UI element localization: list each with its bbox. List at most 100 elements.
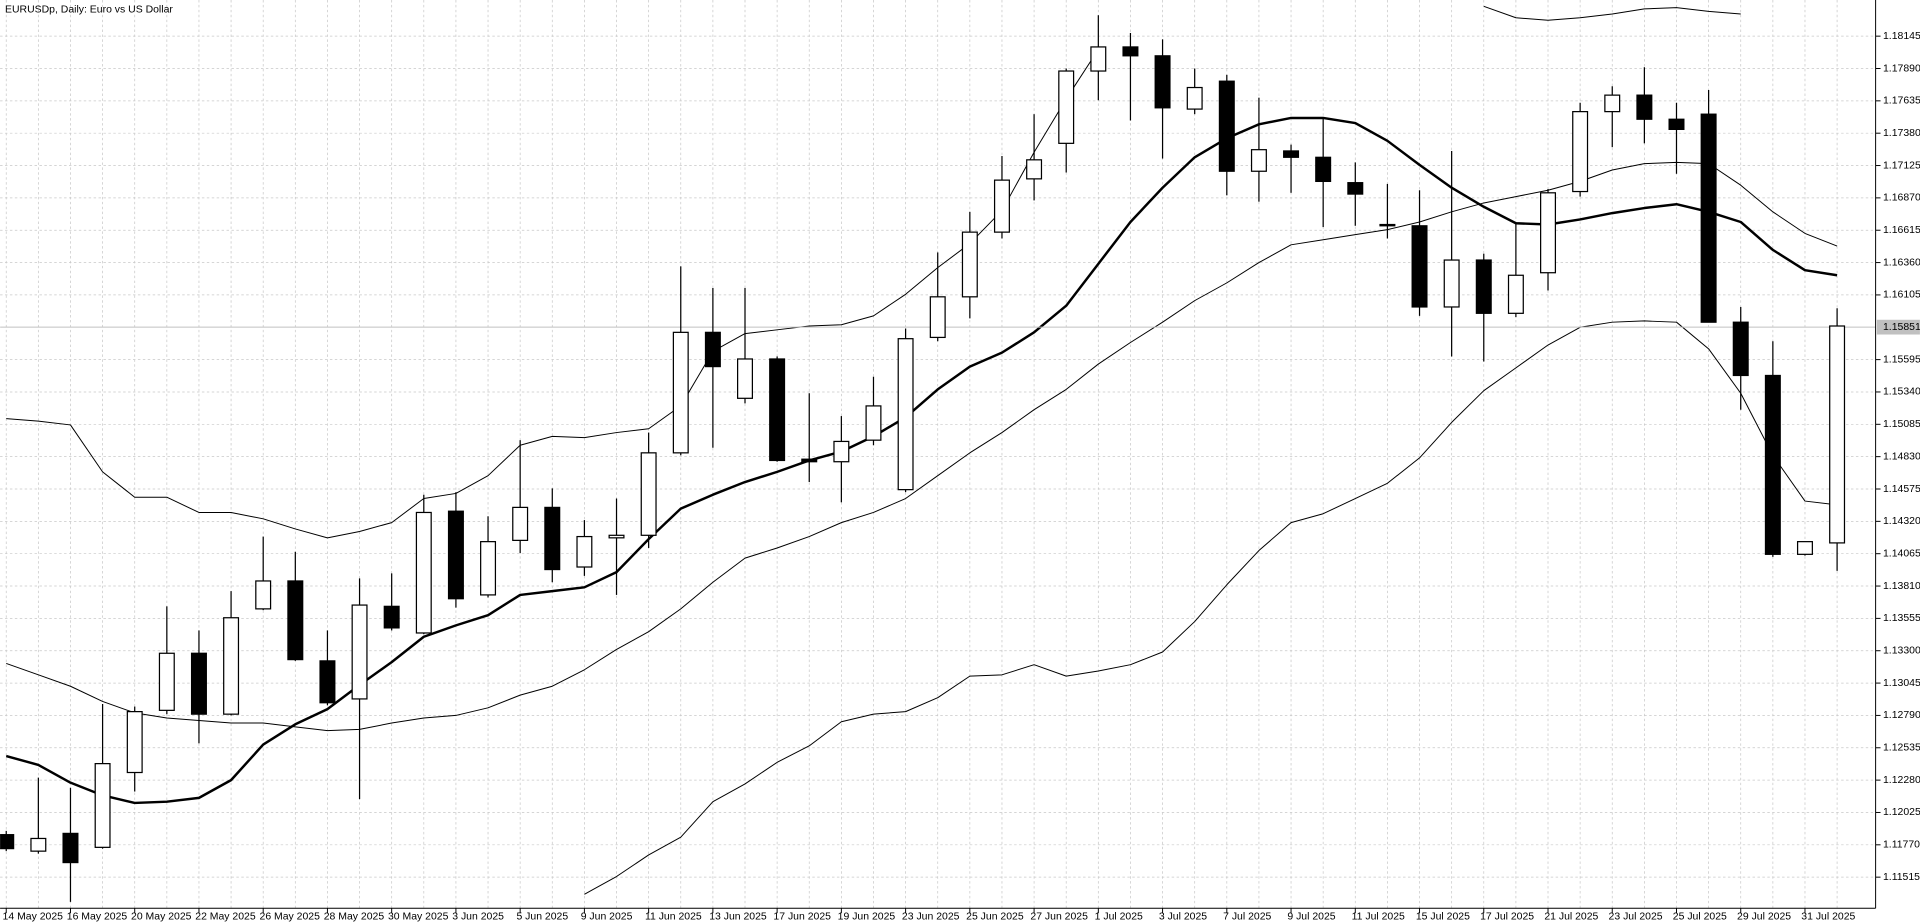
last-price-label: 1.15851 — [1883, 322, 1920, 333]
candle-body — [1475, 259, 1492, 314]
y-tick-label: 1.15340 — [1883, 387, 1920, 398]
candle-body — [223, 617, 240, 715]
x-tick-label: 31 Jul 2025 — [1801, 912, 1855, 923]
x-tick-label: 19 Jun 2025 — [838, 912, 896, 923]
x-tick-label: 11 Jul 2025 — [1352, 912, 1405, 923]
x-tick-label: 13 Jun 2025 — [709, 912, 767, 923]
grid — [0, 0, 1876, 909]
candle-body — [319, 660, 336, 704]
candle-body — [833, 440, 850, 463]
candle-body — [576, 535, 593, 568]
x-tick-label: 20 May 2025 — [131, 912, 192, 923]
candle-body — [1796, 541, 1813, 555]
y-tick-label: 1.14065 — [1883, 548, 1920, 559]
candle-body — [929, 296, 946, 339]
x-tick-label: 9 Jul 2025 — [1287, 912, 1335, 923]
x-tick-label: 29 Jul 2025 — [1737, 912, 1791, 923]
indicator-line — [6, 5, 1741, 539]
candle-body — [1186, 86, 1203, 110]
candle-body — [1347, 182, 1364, 195]
candle-body — [158, 652, 175, 711]
indicators — [0, 5, 1876, 895]
candle-body — [608, 534, 625, 539]
candle-body — [1540, 192, 1557, 274]
last-price-box — [1876, 319, 1920, 335]
candle-body — [1732, 321, 1749, 377]
x-tick-label: 25 Jun 2025 — [966, 912, 1024, 923]
candle-body — [447, 510, 464, 600]
candle-body — [897, 338, 914, 491]
x-tick-label: 23 Jul 2025 — [1609, 912, 1663, 923]
candle-body — [1636, 94, 1653, 120]
indicator-line — [5, 116, 1838, 805]
candle-body — [1411, 225, 1428, 308]
y-tick-label: 1.13555 — [1883, 613, 1920, 624]
y-tick-label: 1.13300 — [1883, 645, 1920, 656]
x-tick-label: 7 Jul 2025 — [1223, 912, 1271, 923]
candle-body — [1250, 149, 1267, 172]
candle-body — [0, 834, 15, 850]
candle-body — [1122, 46, 1139, 57]
x-tick-label: 1 Jul 2025 — [1095, 912, 1143, 923]
candle-body — [1604, 94, 1621, 113]
candle-body — [1058, 70, 1075, 144]
candle-body — [1443, 259, 1460, 308]
candle-body — [801, 458, 818, 463]
x-tick-label: 14 May 2025 — [3, 912, 64, 923]
y-tick-label: 1.17890 — [1883, 63, 1920, 74]
candle-body — [1283, 150, 1300, 158]
candle-body — [255, 580, 272, 610]
candle-body — [640, 452, 657, 536]
candles — [0, 15, 1846, 902]
x-tick-label: 15 Jul 2025 — [1416, 912, 1470, 923]
candle-body — [993, 179, 1010, 233]
candle-body — [1090, 46, 1107, 72]
candle-body — [1026, 159, 1043, 180]
x-tick-label: 25 Jul 2025 — [1673, 912, 1727, 923]
x-tick-label: 9 Jun 2025 — [581, 912, 633, 923]
candle-body — [1507, 274, 1524, 314]
candle-body — [1764, 374, 1781, 555]
candle-body — [961, 231, 978, 298]
y-tick-label: 1.12790 — [1883, 710, 1920, 721]
candle-body — [351, 604, 368, 700]
y-tick-label: 1.17380 — [1883, 128, 1920, 139]
y-tick-label: 1.15595 — [1883, 354, 1920, 365]
y-tick-label: 1.14320 — [1883, 516, 1920, 527]
y-tick-label: 1.13045 — [1883, 678, 1920, 689]
candle-body — [287, 580, 304, 661]
y-tick-label: 1.17125 — [1883, 160, 1920, 171]
x-tick-label: 27 Jun 2025 — [1030, 912, 1088, 923]
candle-body — [865, 405, 882, 441]
x-tick-label: 17 Jun 2025 — [773, 912, 831, 923]
indicator-line — [6, 161, 1838, 732]
y-tick-label: 1.11770 — [1883, 840, 1920, 851]
candle-body — [769, 358, 786, 462]
x-tick-label: 3 Jul 2025 — [1159, 912, 1207, 923]
y-tick-label: 1.11515 — [1883, 872, 1920, 883]
x-tick-label: 17 Jul 2025 — [1480, 912, 1534, 923]
candle-body — [126, 711, 143, 774]
y-tick-label: 1.14830 — [1883, 451, 1920, 462]
candle-body — [512, 506, 529, 541]
candle-body — [1829, 325, 1846, 544]
x-tick-label: 21 Jul 2025 — [1544, 912, 1598, 923]
y-tick-label: 1.16105 — [1883, 290, 1920, 301]
candle-body — [415, 511, 432, 634]
candle-body — [383, 605, 400, 629]
y-tick-label: 1.14575 — [1883, 484, 1920, 495]
candle-body — [30, 837, 47, 852]
y-tick-label: 1.16360 — [1883, 257, 1920, 268]
y-tick-label: 1.17635 — [1883, 96, 1920, 107]
candle-body — [62, 832, 79, 864]
chart-title: EURUSDp, Daily: Euro vs US Dollar — [5, 5, 173, 16]
candle-body — [94, 763, 111, 848]
y-tick-label: 1.12025 — [1883, 807, 1920, 818]
candle-body — [190, 652, 207, 715]
x-tick-label: 26 May 2025 — [260, 912, 321, 923]
candle-body — [544, 506, 561, 571]
candle-body — [737, 358, 754, 399]
x-tick-label: 30 May 2025 — [388, 912, 449, 923]
candle-body — [672, 331, 689, 454]
